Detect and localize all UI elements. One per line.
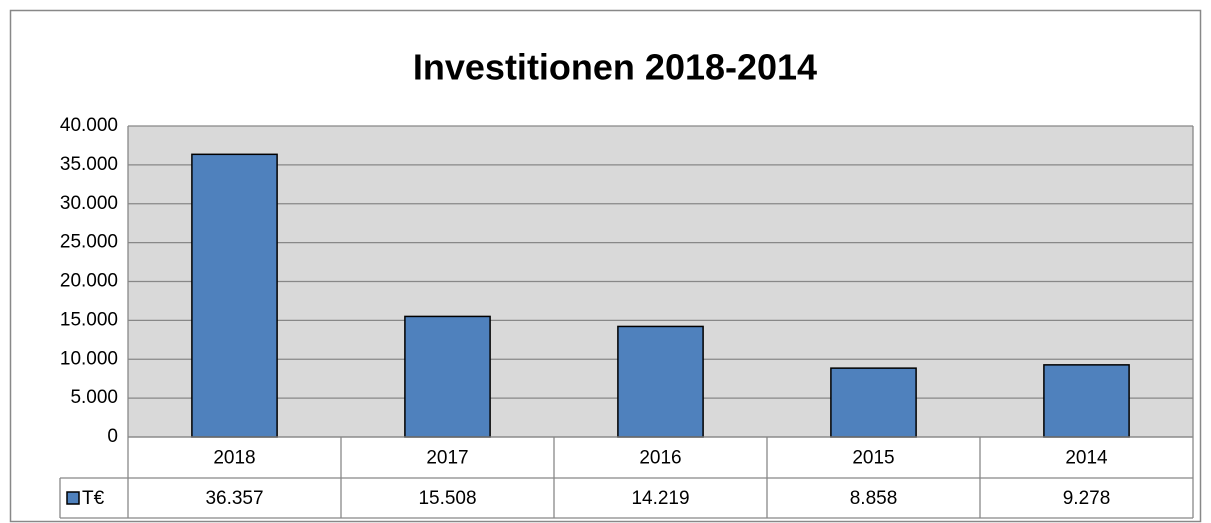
data-label: 36.357 <box>205 488 263 509</box>
y-tick-label: 25.000 <box>60 232 118 253</box>
y-tick-label: 0 <box>107 426 118 447</box>
y-tick-label: 10.000 <box>60 348 118 369</box>
y-tick-label: 20.000 <box>60 271 118 292</box>
bar <box>191 153 278 438</box>
data-label: 8.858 <box>850 488 898 509</box>
legend-label: T€ <box>82 488 105 509</box>
bar <box>617 325 704 438</box>
y-tick-label: 30.000 <box>60 193 118 214</box>
y-tick-label: 15.000 <box>60 309 118 330</box>
y-tick-label: 35.000 <box>60 154 118 175</box>
x-tick-label: 2015 <box>852 448 894 469</box>
x-tick-label: 2017 <box>426 448 468 469</box>
data-label: 15.508 <box>418 488 476 509</box>
y-tick-label: 5.000 <box>70 387 118 408</box>
chart-title: Investitionen 2018-2014 <box>413 47 817 88</box>
bar <box>1043 364 1130 438</box>
legend-key <box>66 491 80 505</box>
y-tick-label: 40.000 <box>60 115 118 136</box>
x-tick-label: 2014 <box>1065 448 1108 469</box>
x-tick-label: 2018 <box>213 448 255 469</box>
x-tick-label: 2016 <box>639 448 681 469</box>
bar <box>830 367 917 438</box>
data-label: 9.278 <box>1063 488 1111 509</box>
data-label: 14.219 <box>631 488 689 509</box>
bar <box>404 315 491 438</box>
